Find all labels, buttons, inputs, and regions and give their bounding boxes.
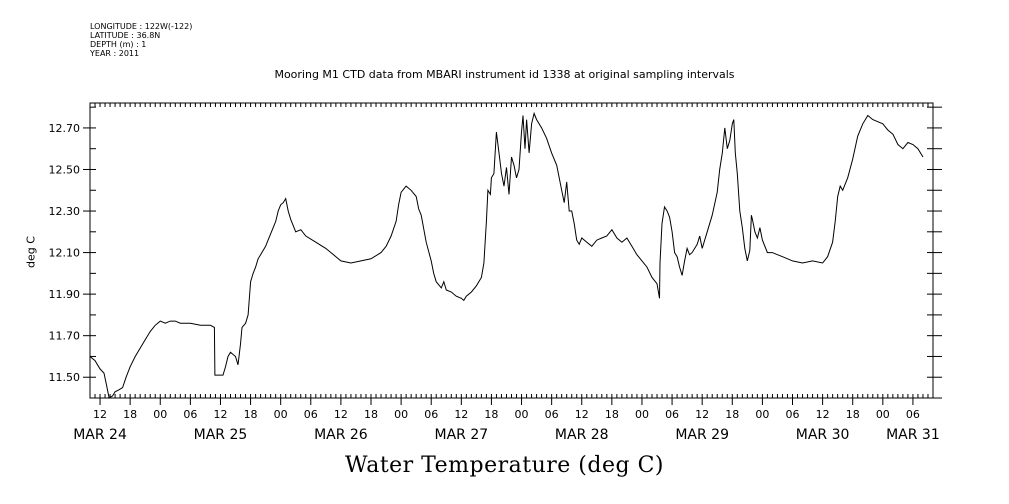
x-tick-label: 06 [545, 408, 559, 421]
y-tick-label: 12.10 [49, 247, 81, 260]
x-tick-label: 12 [213, 408, 227, 421]
x-tick-label: 00 [635, 408, 649, 421]
x-tick-label: 12 [334, 408, 348, 421]
date-label: MAR 25 [194, 427, 248, 443]
x-tick-label: 00 [876, 408, 890, 421]
chart-title: Mooring M1 CTD data from MBARI instrumen… [274, 68, 735, 81]
date-label: MAR 31 [886, 427, 940, 443]
header-year: YEAR : 2011 [90, 49, 140, 58]
x-tick-label: 12 [454, 408, 468, 421]
x-tick-label: 18 [364, 408, 378, 421]
header-depth: DEPTH (m) : 1 [90, 40, 147, 49]
x-tick-label: 00 [515, 408, 529, 421]
y-tick-label: 11.70 [49, 330, 81, 343]
x-tick-label: 18 [605, 408, 619, 421]
x-tick-label: 12 [93, 408, 107, 421]
x-tick-label: 06 [665, 408, 679, 421]
y-tick-label: 12.30 [49, 205, 81, 218]
minor-ticks [89, 103, 942, 399]
plot-frame [89, 102, 934, 399]
series-line-water-temperature [89, 111, 924, 399]
y-tick-label: 12.50 [49, 163, 81, 176]
x-tick-label: 12 [816, 408, 830, 421]
x-tick-label: 18 [725, 408, 739, 421]
x-tick-label: 06 [304, 408, 318, 421]
date-label: MAR 28 [555, 427, 609, 443]
x-tick-label: 06 [183, 408, 197, 421]
x-tick-label: 18 [123, 408, 137, 421]
x-tick-label: 18 [846, 408, 860, 421]
x-tick-label: 06 [906, 408, 920, 421]
header-latitude: LATITUDE : 36.8N [90, 31, 161, 40]
date-label: MAR 26 [314, 427, 368, 443]
x-tick-label: 06 [786, 408, 800, 421]
date-label: MAR 29 [675, 427, 729, 443]
y-tick-label: 11.50 [49, 371, 81, 384]
date-labels: MAR 24 MAR 25 MAR 26 MAR 27 MAR 28 MAR 29 MAR … [73, 427, 940, 443]
x-tick-label: 06 [424, 408, 438, 421]
x-tick-label: 18 [484, 408, 498, 421]
x-tick-label: 18 [244, 408, 258, 421]
date-label: MAR 27 [434, 427, 488, 443]
x-tick-labels: 12 18 00 06 12 18 00 06 12 18 00 06 12 18 00 06 12 18 00 06… [93, 408, 920, 421]
header-longitude: LONGITUDE : 122W(-122) [90, 22, 193, 31]
major-ticks [83, 127, 914, 405]
y-tick-label: 12.70 [49, 122, 81, 135]
x-tick-label: 12 [695, 408, 709, 421]
x-tick-label: 00 [394, 408, 408, 421]
y-tick-labels: 11.50 11.70 11.90 12.10 12.30 12.50 12.70 [49, 122, 81, 384]
date-label: MAR 24 [73, 427, 127, 443]
y-tick-label: 11.90 [49, 288, 81, 301]
x-tick-label: 12 [575, 408, 589, 421]
x-tick-label: 00 [153, 408, 167, 421]
x-tick-label: 00 [755, 408, 769, 421]
date-label: MAR 30 [796, 427, 850, 443]
bottom-title: Water Temperature (deg C) [345, 453, 664, 478]
x-tick-label: 00 [274, 408, 288, 421]
